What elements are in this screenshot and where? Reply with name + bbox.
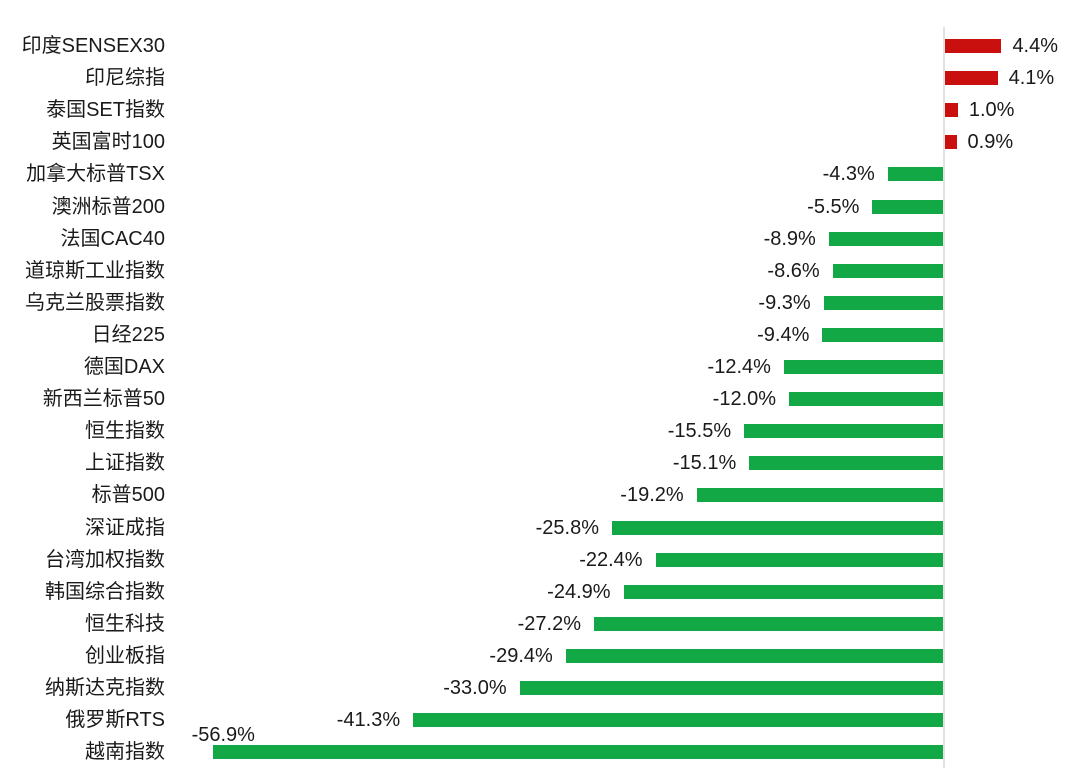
category-label: 道琼斯工业指数 [25,259,165,282]
bar-negative [832,263,943,278]
bar-positive [945,39,1002,53]
category-label: 英国富时100 [51,131,165,154]
value-label: -19.2% [620,484,684,507]
value-label: -5.5% [807,195,860,218]
bar-positive [945,103,958,118]
value-label: -8.9% [763,227,816,250]
bar-negative [744,424,943,439]
value-label: -25.8% [535,516,599,539]
bar-negative [212,745,943,760]
value-label: 0.9% [967,131,1014,154]
value-label: -12.0% [712,388,777,411]
bar-negative [749,456,943,471]
value-label: -24.9% [547,580,611,603]
value-label: -56.9% [191,724,255,747]
bar-negative [783,360,943,374]
category-label: 纳斯达克指数 [45,677,165,699]
value-label: -27.2% [517,612,582,635]
value-label: -9.4% [757,323,810,346]
category-label: 法国CAC40 [60,227,165,250]
value-label: -12.4% [707,356,771,378]
category-label: 恒生科技 [85,612,165,635]
bar-negative [565,648,943,663]
category-label: 创业板指 [85,644,165,667]
bar-positive [945,71,998,86]
category-label: 越南指数 [85,741,165,764]
bar-negative [413,713,943,728]
bar-negative [655,552,943,567]
bar-negative [789,392,943,407]
value-label: -33.0% [443,677,507,699]
bar-negative [823,295,943,310]
category-label: 恒生指数 [85,420,165,443]
value-label: -8.6% [767,259,820,282]
bar-negative [696,488,943,503]
bar-negative [611,520,943,535]
bar-negative [822,327,943,342]
category-label: 台湾加权指数 [45,548,165,571]
category-label: 印度SENSEX30 [21,35,165,57]
value-label: -15.1% [672,452,737,475]
bar-negative [828,231,943,246]
category-label: 澳洲标普200 [51,195,165,218]
category-label: 俄罗斯RTS [65,709,165,732]
value-label: 1.0% [968,99,1015,122]
category-label: 泰国SET指数 [46,99,165,122]
bar-positive [945,135,957,150]
bar-negative [872,199,943,214]
value-label: -9.3% [758,291,811,314]
category-label: 上证指数 [85,452,165,475]
category-label: 日经225 [91,323,165,346]
value-label: 4.1% [1008,67,1055,90]
zero-axis-line [943,27,945,768]
value-label: -22.4% [579,548,643,571]
category-label: 新西兰标普50 [42,388,165,411]
category-label: 乌克兰股票指数 [25,291,165,314]
value-label: -15.5% [667,420,732,443]
bar-negative [594,616,943,631]
category-label: 韩国综合指数 [45,580,165,603]
category-label: 深证成指 [85,516,165,539]
value-label: 4.4% [1012,35,1059,57]
value-label: -41.3% [336,709,401,732]
bar-negative [887,167,943,182]
bar-negative [623,584,943,599]
value-label: -4.3% [822,163,875,186]
bar-negative [519,681,943,695]
category-label: 标普500 [91,484,165,507]
category-label: 加拿大标普TSX [26,163,165,186]
category-label: 德国DAX [83,356,165,378]
category-label: 印尼综指 [85,67,165,90]
value-label: -29.4% [489,644,553,667]
